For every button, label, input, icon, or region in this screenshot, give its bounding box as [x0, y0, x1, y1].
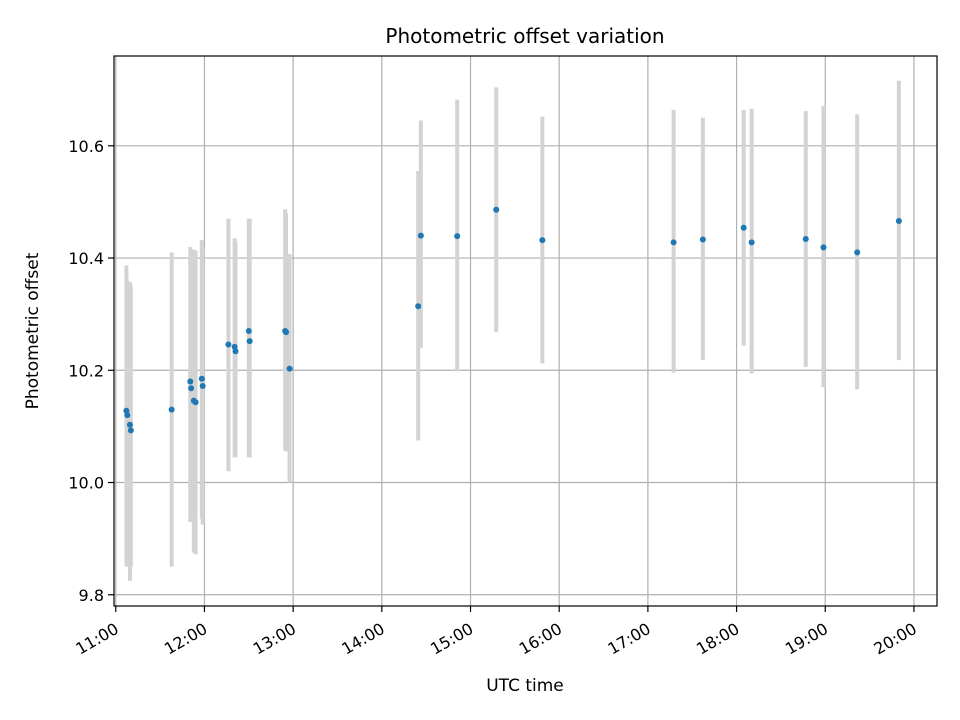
data-point [854, 249, 861, 256]
plot-frame [113, 55, 938, 607]
data-point [417, 232, 424, 239]
data-points [123, 206, 902, 434]
data-point [820, 244, 827, 251]
grid [114, 56, 937, 606]
data-point [286, 365, 293, 372]
data-point [670, 239, 677, 246]
data-point [198, 375, 205, 382]
data-point [748, 239, 755, 246]
data-point [539, 237, 546, 244]
data-point [802, 235, 809, 242]
data-point [699, 236, 706, 243]
data-point [415, 303, 422, 310]
data-point [126, 421, 133, 428]
y-tick-label: 9.8 [79, 586, 104, 605]
data-point [454, 233, 461, 240]
data-point [124, 412, 131, 419]
data-point [187, 378, 194, 385]
data-point [246, 338, 253, 345]
y-tick-label: 10.2 [68, 361, 104, 380]
data-point [199, 383, 206, 389]
data-point [225, 341, 232, 348]
data-point [188, 385, 195, 392]
y-tick-label: 10.6 [68, 137, 104, 156]
x-axis-label: UTC time [486, 676, 564, 696]
data-point [232, 348, 239, 355]
data-point [283, 329, 290, 336]
y-tick-label: 10.4 [68, 249, 104, 268]
data-point [895, 218, 902, 224]
data-point [168, 406, 175, 413]
data-point [123, 407, 130, 414]
y-axis: 9.8 10.0 10.2 10.4 10.6 [68, 137, 114, 605]
chart-title: Photometric offset variation [385, 24, 664, 48]
data-point [493, 206, 500, 213]
data-point [192, 399, 199, 406]
data-point [740, 224, 747, 231]
y-tick-label: 10.0 [68, 474, 104, 493]
data-point [231, 343, 238, 350]
data-point [245, 328, 252, 334]
data-point [127, 427, 134, 434]
y-axis-label: Photometric offset [23, 252, 43, 409]
